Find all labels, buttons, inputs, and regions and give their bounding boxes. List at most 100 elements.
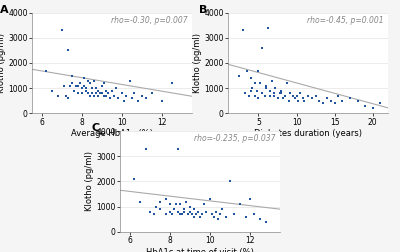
Point — [261, 94, 268, 98]
Point — [107, 96, 113, 100]
Point — [263, 220, 269, 224]
Point — [113, 86, 119, 90]
Point — [139, 94, 145, 98]
Point — [244, 69, 250, 73]
Point — [203, 210, 209, 214]
Point — [301, 99, 307, 103]
Point — [362, 104, 368, 108]
Point — [71, 89, 77, 93]
Point — [293, 94, 300, 98]
Point — [187, 210, 193, 214]
Point — [65, 96, 71, 100]
Point — [187, 205, 193, 209]
Point — [167, 210, 173, 214]
Point — [175, 210, 181, 214]
Point — [263, 86, 269, 90]
Point — [149, 91, 155, 95]
Point — [183, 200, 189, 204]
Point — [159, 99, 165, 103]
Point — [81, 76, 87, 80]
Point — [197, 215, 203, 219]
Text: C: C — [91, 123, 99, 133]
Point — [287, 91, 294, 95]
Point — [251, 212, 257, 216]
Point — [67, 84, 73, 88]
Point — [290, 94, 296, 98]
Point — [335, 94, 342, 98]
Point — [217, 212, 223, 216]
X-axis label: Diabetes duration (years): Diabetes duration (years) — [254, 129, 362, 138]
Point — [65, 48, 71, 52]
Point — [87, 81, 93, 85]
Point — [85, 79, 91, 83]
Point — [269, 79, 275, 83]
Point — [147, 210, 153, 214]
Point — [282, 94, 288, 98]
Point — [316, 99, 323, 103]
Point — [274, 96, 281, 100]
Point — [177, 212, 183, 216]
Point — [81, 84, 87, 88]
Point — [49, 89, 55, 93]
Point — [270, 91, 277, 95]
Point — [254, 89, 260, 93]
Point — [259, 91, 266, 95]
Point — [137, 200, 143, 204]
Point — [312, 94, 319, 98]
Point — [143, 96, 149, 100]
Point — [286, 99, 292, 103]
Point — [69, 81, 75, 85]
Point — [248, 89, 254, 93]
Point — [292, 96, 298, 100]
Point — [264, 26, 271, 30]
Point — [61, 84, 67, 88]
Point — [219, 207, 225, 211]
Point — [247, 197, 253, 201]
Point — [167, 202, 173, 206]
Point — [163, 212, 169, 216]
Point — [93, 86, 99, 90]
Point — [91, 94, 97, 98]
Point — [185, 212, 191, 216]
Point — [85, 91, 91, 95]
Point — [131, 91, 137, 95]
Point — [83, 89, 89, 93]
Point — [89, 91, 95, 95]
Point — [242, 91, 248, 95]
Text: A: A — [0, 5, 9, 15]
Point — [370, 106, 376, 110]
Point — [91, 79, 97, 83]
Point — [277, 91, 283, 95]
Point — [77, 81, 83, 85]
Point — [101, 94, 107, 98]
Point — [249, 86, 256, 90]
Text: rho=-0.235, p=0.037: rho=-0.235, p=0.037 — [194, 134, 275, 143]
Point — [215, 217, 221, 221]
Point — [105, 91, 111, 95]
Point — [83, 86, 89, 90]
Point — [135, 99, 141, 103]
Point — [207, 197, 213, 201]
Point — [151, 212, 157, 216]
Point — [209, 212, 215, 216]
Point — [169, 212, 175, 216]
Point — [252, 94, 258, 98]
Point — [257, 217, 263, 221]
Point — [259, 46, 266, 50]
Point — [272, 86, 278, 90]
Point — [181, 207, 187, 211]
Point — [320, 101, 326, 105]
Point — [95, 89, 101, 93]
Point — [248, 76, 254, 80]
Point — [175, 147, 181, 151]
Point — [354, 99, 361, 103]
Text: rho=-0.45, p=0.001: rho=-0.45, p=0.001 — [306, 16, 383, 25]
Point — [284, 81, 291, 85]
Point — [195, 210, 201, 214]
Point — [177, 202, 183, 206]
Point — [79, 91, 85, 95]
Point — [309, 96, 315, 100]
Point — [297, 91, 304, 95]
Point — [252, 81, 258, 85]
Y-axis label: Klotho (pg/ml): Klotho (pg/ml) — [84, 151, 94, 211]
